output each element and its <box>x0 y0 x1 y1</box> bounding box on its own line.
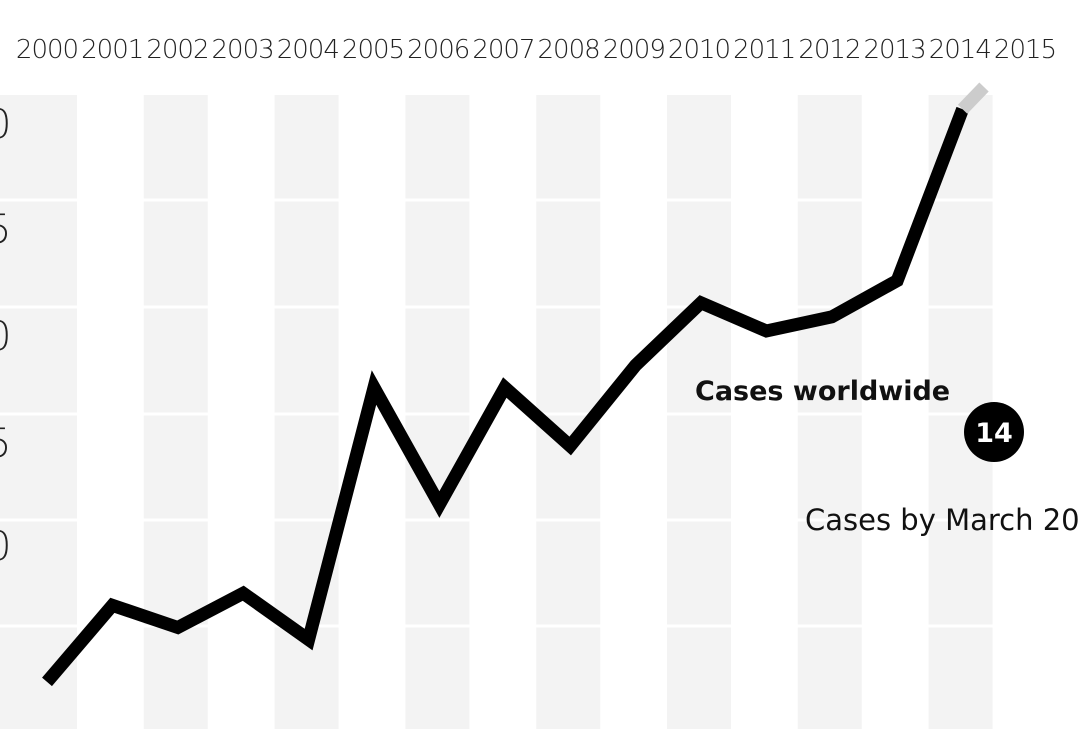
grid-band <box>0 95 15 729</box>
grid-band <box>797 95 862 729</box>
badge-caption: Cases by March 2015 <box>805 503 1082 537</box>
x-tick-label: 2003 <box>212 35 274 65</box>
y-tick-label: 0 <box>0 524 11 570</box>
x-tick-label: 2009 <box>603 35 665 65</box>
y-tick-label: 5 <box>0 207 11 253</box>
x-tick-label: 2013 <box>864 35 926 65</box>
x-tick-label: 2000 <box>16 35 78 65</box>
grid-band <box>667 95 731 729</box>
x-tick-label: 2010 <box>668 35 730 65</box>
y-tick-label: 0 <box>0 314 11 360</box>
grid-band <box>143 95 208 729</box>
x-tick-label: 2008 <box>538 35 600 65</box>
series-line-projection <box>957 82 989 114</box>
x-tick-label: 2004 <box>277 35 339 65</box>
x-tick-label: 2015 <box>994 35 1056 65</box>
y-tick-label: 5 <box>0 421 11 467</box>
x-tick-label: 2014 <box>929 35 991 65</box>
horizontal-gridlines <box>0 198 1000 628</box>
y-tick-label: 0 <box>0 102 11 148</box>
x-tick-label: 2002 <box>146 35 208 65</box>
x-axis-year-labels: 2000 2001 2002 2003 2004 2005 2006 2007 2008 2009… <box>16 35 1057 65</box>
badge-circle <box>964 402 1024 462</box>
x-tick-label: 2001 <box>81 35 143 65</box>
x-tick-label: 2012 <box>798 35 860 65</box>
x-tick-label: 2007 <box>472 35 534 65</box>
data-points <box>46 109 963 683</box>
y-axis-tick-labels: 0 5 0 5 0 <box>0 102 11 570</box>
x-tick-label: 2011 <box>733 35 795 65</box>
x-tick-label: 2006 <box>407 35 469 65</box>
series-label-cases-worldwide: Cases worldwide <box>695 376 950 407</box>
grid-band <box>13 95 77 729</box>
x-tick-label: 2005 <box>342 35 404 65</box>
badge-value: 14 <box>975 418 1013 449</box>
grid-band <box>405 95 470 729</box>
